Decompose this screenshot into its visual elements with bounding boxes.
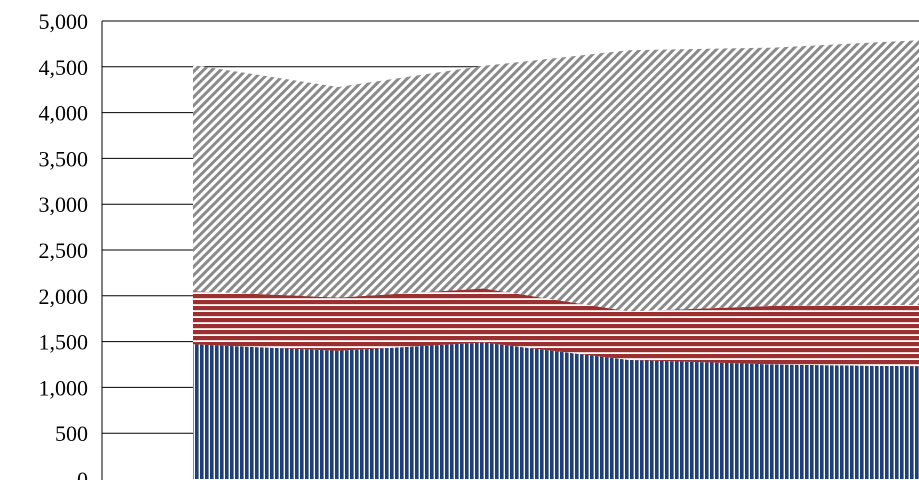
areas [193,40,919,479]
y-tick-label: 5,000 [39,9,89,34]
series-3-area [193,40,919,311]
y-tick-labels: 0 500 1,000 1,500 2,000 2,500 3,000 3,500 4,000 4… [39,9,89,480]
y-tick-label: 2,500 [39,238,89,263]
y-tick-label: 500 [55,421,88,446]
y-tick-label: 3,500 [39,146,89,171]
y-tick-label: 1,000 [39,375,89,400]
y-tick-label: 2,000 [39,284,89,309]
y-tick-label: 3,000 [39,192,89,217]
y-tick-label: 0 [77,467,88,480]
y-tick-label: 4,000 [39,101,89,126]
y-tick-label: 1,500 [39,330,89,355]
y-tick-label: 4,500 [39,55,89,80]
